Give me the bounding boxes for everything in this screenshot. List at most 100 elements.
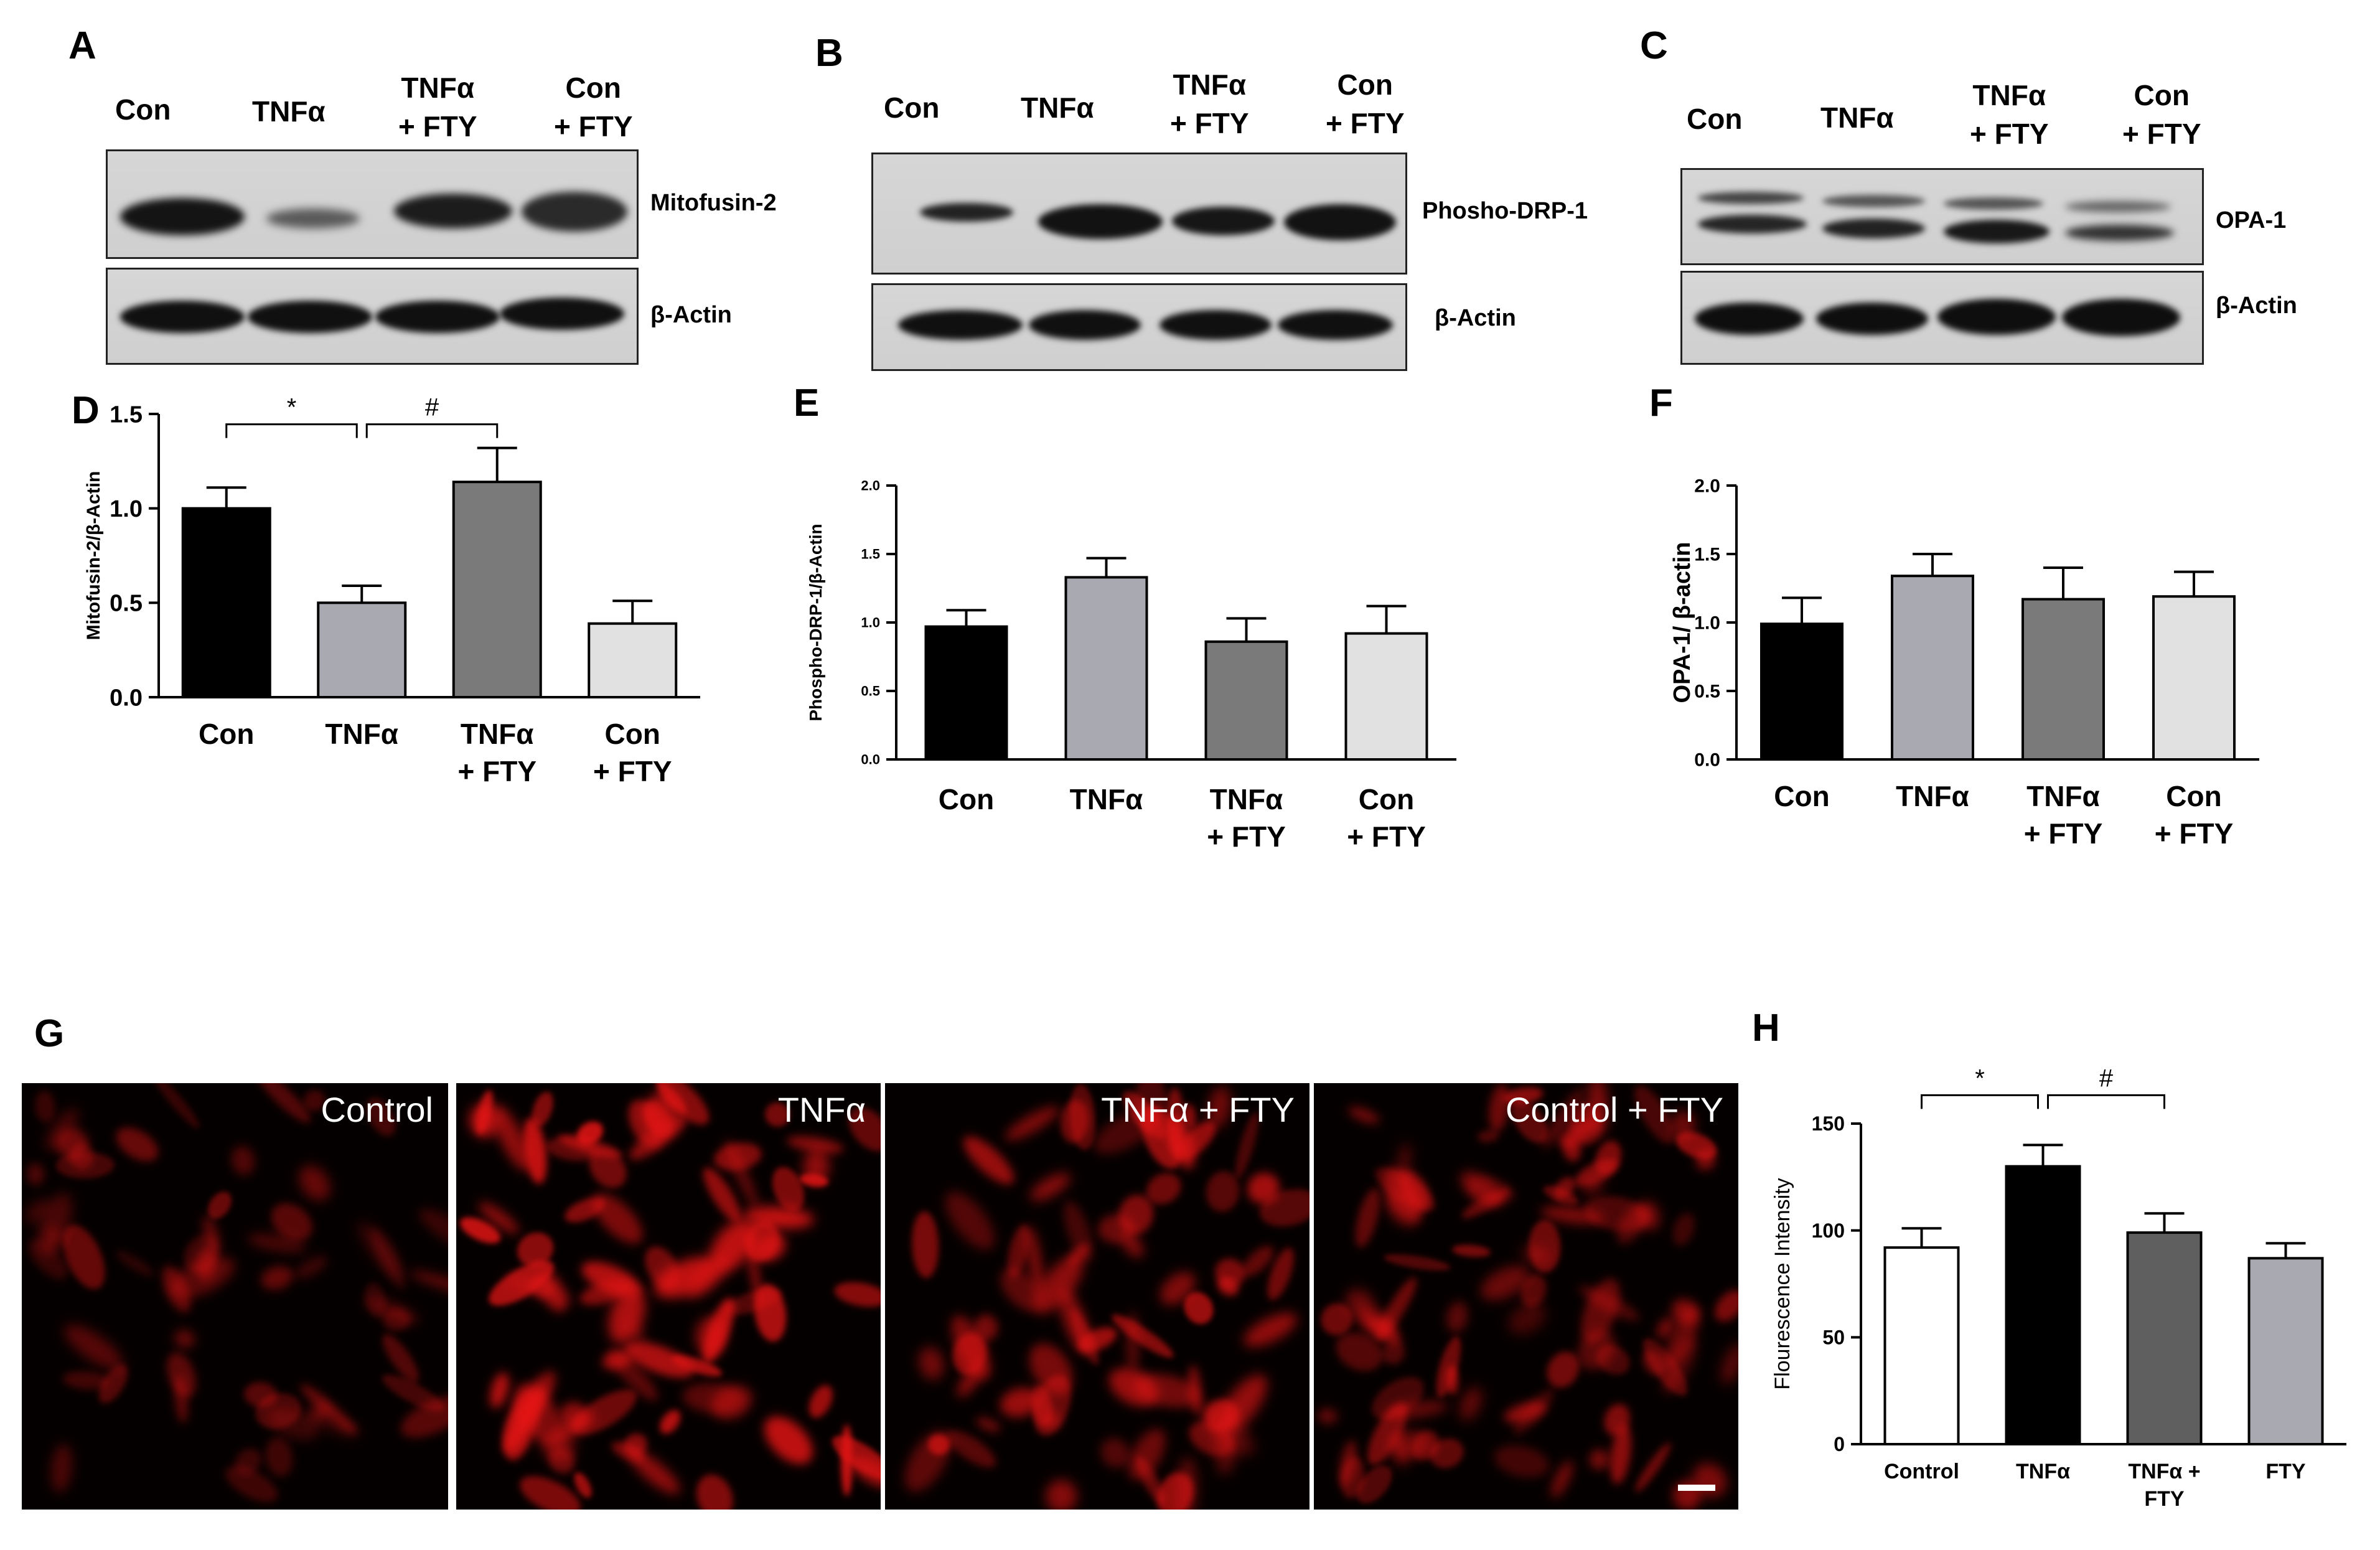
cell — [1451, 1243, 1492, 1259]
blot-c-actin — [1680, 271, 2204, 365]
cell — [690, 1469, 739, 1510]
band — [1172, 207, 1275, 235]
cell — [1455, 1384, 1487, 1424]
y-axis-label: Flourescence Intensity — [1771, 1178, 1794, 1389]
bar-d-2 — [452, 481, 542, 698]
blot-a-actin — [106, 268, 639, 365]
cell — [1589, 1449, 1609, 1470]
x-tick-label: Con + FTY — [2155, 780, 2234, 850]
significance-bracket — [365, 423, 499, 438]
x-tick-label: TNFα — [2016, 1460, 2070, 1483]
cell — [262, 1435, 296, 1479]
x-tick-label: Con + FTY — [1347, 783, 1426, 853]
x-tick-label: TNFα + FTY — [457, 718, 536, 787]
panel-letter-g: G — [34, 1012, 65, 1055]
lane-label-a-1: Con — [115, 93, 171, 126]
band — [522, 192, 627, 232]
x-tick-label: FTY — [2265, 1460, 2306, 1483]
significance-bracket — [1921, 1094, 2039, 1109]
micrograph-label: Control — [321, 1090, 433, 1129]
lane-label-a-3: TNFα + FTY — [398, 72, 477, 143]
y-tick-label: 0.0 — [110, 685, 143, 711]
band — [120, 301, 245, 333]
band — [375, 301, 500, 333]
panel-letter-c: C — [1640, 24, 1668, 67]
significance-bracket — [225, 423, 358, 438]
micrograph-tnf-fty: TNFα + FTY — [885, 1083, 1309, 1510]
band — [2062, 299, 2180, 336]
lane-label-a-4: Con + FTY — [554, 72, 633, 143]
cell — [832, 1278, 881, 1311]
cell — [293, 1159, 337, 1206]
cell — [292, 1251, 330, 1283]
cell — [1383, 1251, 1452, 1274]
cell — [1431, 1333, 1466, 1399]
blot-b-target — [871, 153, 1407, 275]
band — [1160, 310, 1272, 340]
blot-a-target — [106, 149, 639, 259]
band — [1944, 197, 2043, 210]
micrograph-control: Control — [22, 1083, 448, 1510]
band — [1937, 299, 2056, 335]
y-tick-label: 0.0 — [1694, 750, 1720, 771]
cell — [413, 1201, 448, 1258]
bar-h-0 — [1883, 1246, 1960, 1445]
band — [1822, 218, 1925, 238]
x-tick-label: Con + FTY — [593, 718, 672, 787]
y-tick-label: 100 — [1812, 1219, 1845, 1242]
cell — [1444, 1300, 1471, 1335]
bar-d-0 — [181, 507, 271, 699]
lane-label-b-1: Con — [884, 92, 940, 124]
panel-letter-a: A — [68, 24, 96, 67]
bar-chart-h: H 0 50 100 150 Flourescence Intensity Control T… — [1752, 1007, 2346, 1511]
bar-e-0 — [924, 625, 1008, 761]
bar-h-2 — [2126, 1231, 2203, 1445]
cell — [55, 1152, 115, 1180]
band — [1038, 204, 1163, 239]
cell — [26, 1162, 46, 1187]
significance-label: # — [2099, 1064, 2114, 1092]
panel-letter-h: H — [1752, 1007, 1780, 1050]
cell — [161, 1348, 202, 1402]
band — [898, 310, 1023, 340]
y-axis-label: OPA-1/ β-actin — [1669, 542, 1695, 703]
band — [1698, 192, 1804, 204]
cell — [1709, 1284, 1738, 1327]
x-tick-label: TNFα — [1896, 780, 1969, 812]
y-tick-label: 2.0 — [1694, 476, 1720, 497]
micrograph-label: TNFα + FTY — [1101, 1090, 1295, 1129]
blot-label-c-actin: β-Actin — [2216, 293, 2297, 319]
y-tick-label: 1.5 — [110, 402, 143, 428]
band — [1284, 204, 1396, 240]
panel-letter-f: F — [1649, 386, 1673, 425]
blot-b-actin — [871, 283, 1407, 371]
band — [1278, 310, 1393, 340]
cell — [655, 1406, 685, 1438]
y-tick-label: 1.5 — [861, 547, 880, 562]
y-tick-label: 1.5 — [1694, 545, 1720, 565]
cell — [1001, 1100, 1063, 1146]
cell — [62, 1369, 111, 1392]
band — [1822, 195, 1925, 207]
cell — [1174, 1457, 1199, 1510]
cell — [1346, 1104, 1382, 1127]
scale-bar — [1678, 1485, 1715, 1491]
panel-letter-b: B — [815, 32, 843, 75]
significance-label: * — [287, 394, 297, 421]
cell — [486, 1370, 513, 1411]
bar-chart-e: E 0.0 0.5 1.0 1.5 2.0 Phospho-DRP-1/β-Actin Con… — [794, 386, 1456, 853]
significance-bracket — [2047, 1094, 2165, 1109]
blot-label-b-actin: β-Actin — [1435, 305, 1516, 331]
lane-label-c-1: Con — [1687, 103, 1743, 135]
lane-label-c-2: TNFα — [1820, 101, 1894, 134]
cell — [1350, 1185, 1385, 1251]
bar-e-3 — [1344, 632, 1428, 761]
bar-h-3 — [2247, 1257, 2324, 1445]
x-tick-label: TNFα + FTY — [2128, 1460, 2200, 1511]
cell — [911, 1210, 940, 1279]
cell — [974, 1413, 1003, 1435]
band — [1944, 220, 2050, 243]
bar-chart-f: F 0.0 0.5 1.0 1.5 2.0 OPA-1/ β-actin Con TNFα TNF… — [1649, 386, 2259, 850]
band — [500, 298, 624, 330]
micrograph-label: TNFα — [777, 1090, 866, 1129]
